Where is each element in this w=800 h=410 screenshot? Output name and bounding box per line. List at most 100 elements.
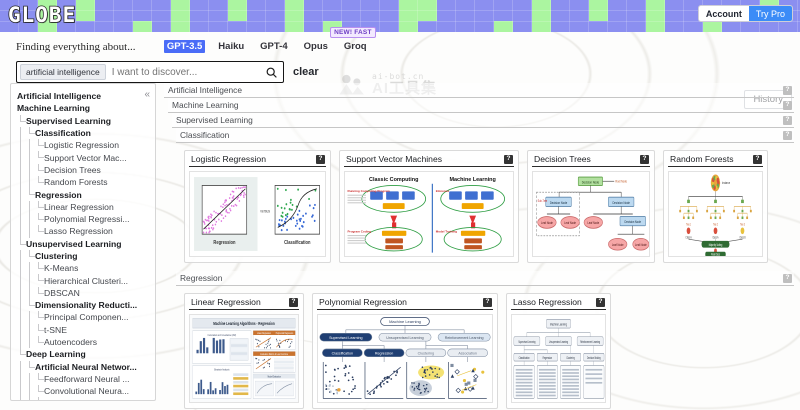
classic-computing-vs-machine-learning-flow-thumbnail: Classic Computing Machine Learning Running… [345,172,513,256]
help-icon[interactable]: ? [504,154,513,164]
panel-header[interactable]: Supervised Learning ? [172,113,794,128]
tree-indent-guide [26,249,35,262]
sidebar-item-list: Artificial Intelligence Machine Learning S… [17,90,151,400]
tree-indent-guide [17,385,26,398]
help-icon[interactable]: ? [783,273,792,283]
search-topic-chip[interactable]: artificial intelligence [20,64,106,80]
sidebar-item-logistic-regression[interactable]: Logistic Regression [17,139,151,152]
card-thumbnail-frame: Machine Learning Algorithms - Regression… [189,314,299,403]
card-polynomial-regression[interactable]: Polynomial Regression? Machine Learning Su… [312,293,498,409]
sidebar-item-lasso-regression[interactable]: Lasso Regression [17,225,151,238]
sidebar-item-artificial-intelligence[interactable]: Artificial Intelligence [17,90,151,102]
panel-header[interactable]: Regression ? [176,271,794,286]
svg-text:Model Evaluation: Model Evaluation [268,375,282,379]
help-icon[interactable]: ? [596,297,605,307]
panel-header[interactable]: Artificial Intelligence ? [164,83,794,98]
panel-classification: Classification ? Logistic Regression? Reg… [176,128,794,271]
svg-text:Clustering: Clustering [566,355,575,360]
sidebar-item-principal-componen[interactable]: Principal Componen... [17,311,151,324]
svg-text:Leaf Node: Leaf Node [612,242,624,247]
card-random-forests[interactable]: Random Forests? Instance Tree 1 Class A Tree… [663,150,768,263]
sidebar-item-clustering[interactable]: Clustering [17,249,151,263]
help-icon[interactable]: ? [783,100,792,110]
svg-text:Correlation and Covariance (HW: Correlation and Covariance (HW) [208,332,237,337]
sidebar-item-supervised-learning[interactable]: Supervised Learning [17,114,151,127]
tree-indent-guide [17,114,26,127]
clear-button[interactable]: clear [293,66,319,78]
model-tab-gpt-3-5[interactable]: GPT-3.5 [163,40,206,54]
help-icon[interactable]: ? [483,297,492,307]
sidebar-item-decision-trees[interactable]: Decision Trees [17,163,151,177]
model-tab-groq[interactable]: Groq [343,41,367,53]
panel-header[interactable]: Machine Learning ? [168,98,794,113]
sidebar-item-random-forests[interactable]: Random Forests [17,176,151,189]
card-lasso-regression[interactable]: Lasso Regression? Machine Learning Supervi… [506,293,611,409]
svg-text:Association: Association [458,351,477,355]
sidebar-item-support-vector-mac[interactable]: Support Vector Mac... [17,151,151,165]
sidebar-item-label: Unsupervised Learning [26,238,122,249]
tree-indent-guide [26,225,35,238]
sidebar-item-convolutional-neura[interactable]: Convolutional Neura... [17,385,151,398]
card-header: Lasso Regression? [511,297,606,310]
sidebar-item-hierarchical-clusteri[interactable]: Hierarchical Clusteri... [17,274,151,288]
banner-cell [494,0,513,32]
search-zone: Finding everything about... GPT-3.5 Haiku… [0,27,800,109]
sidebar-item-t-sne[interactable]: t-SNE [17,323,151,337]
banner-cell [532,0,551,32]
sidebar-item-unsupervised-learning[interactable]: Unsupervised Learning [17,237,151,250]
card-support-vector-machines[interactable]: Support Vector Machines? Classic Computin… [339,150,519,263]
help-icon[interactable]: ? [753,154,762,164]
help-icon[interactable]: ? [316,154,325,164]
regression-vs-classification-scatter-thumbnail: Regression versus Classification [190,172,325,256]
search-input[interactable] [111,66,265,78]
help-icon[interactable]: ? [289,297,298,307]
card-logistic-regression[interactable]: Logistic Regression? Regression versus Clas… [184,150,331,263]
sidebar-item-dimensionality-reducti[interactable]: Dimensionality Reducti... [17,299,151,312]
panel-header[interactable]: Classification ? [176,128,794,143]
help-icon[interactable]: ? [640,154,649,164]
tree-indent-guide [17,163,26,177]
sidebar-item-polynomial-regressi[interactable]: Polynomial Regressi... [17,212,151,226]
svg-text:Supervised Learning: Supervised Learning [518,339,535,344]
sidebar-item-dbscan[interactable]: DBSCAN [17,286,151,300]
sidebar-item-autoencoders[interactable]: Autoencoders [17,335,151,349]
tree-indent-guide [17,262,26,275]
sidebar-item-recurrent-neural-ne[interactable]: Recurrent Neural Ne... [17,397,151,400]
sidebar-item-machine-learning[interactable]: Machine Learning [17,102,151,114]
banner-cell [627,0,646,32]
svg-text:Majority-Voting: Majority-Voting [709,242,723,247]
sidebar-item-linear-regression[interactable]: Linear Regression [17,200,151,214]
card-linear-regression[interactable]: Linear Regression? Machine Learning Algor… [184,293,304,409]
collapse-sidebar-icon[interactable]: « [144,89,150,100]
card-title: Random Forests [670,154,734,164]
svg-text:Class B: Class B [739,235,745,240]
tree-indent-guide [26,163,35,177]
sidebar-item-deep-learning[interactable]: Deep Learning [17,348,151,360]
tree-indent-guide [35,200,44,213]
tree-indent-guide [26,262,35,275]
model-tab-haiku[interactable]: Haiku [218,41,245,53]
sidebar-item-k-means[interactable]: K-Means [17,262,151,275]
search-icon[interactable] [265,66,278,79]
tree-indent-guide [17,200,26,214]
banner-cell [779,0,798,32]
help-icon[interactable]: ? [783,115,792,125]
tree-indent-guide [26,372,35,386]
sidebar-item-regression[interactable]: Regression [17,188,151,201]
sidebar-item-classification[interactable]: Classification [17,126,151,140]
sidebar-item-label: Polynomial Regressi... [44,214,130,225]
regression-card-row: Linear Regression? Machine Learning Algor… [176,286,794,410]
account-button[interactable]: Account [705,8,742,19]
search-box[interactable]: artificial intelligence [16,61,284,83]
model-tab-gpt-4[interactable]: GPT-4 [260,41,288,53]
tree-indent-guide [17,299,26,312]
try-pro-button[interactable]: Try Pro [748,6,792,21]
model-tab-opus[interactable]: Opus [303,41,328,53]
card-thumbnail-frame: Machine Learning Supervised Learning Unsup… [317,314,493,403]
sidebar-item-artificial-neural-networ[interactable]: Artificial Neural Networ... [17,360,151,374]
tree-indent-guide [35,311,44,323]
card-decision-trees[interactable]: Decision Trees? Decision Node Root Node Dec… [527,150,655,263]
help-icon[interactable]: ? [783,85,792,95]
sidebar-item-feedforward-neural[interactable]: Feedforward Neural ... [17,372,151,386]
help-icon[interactable]: ? [783,130,792,140]
